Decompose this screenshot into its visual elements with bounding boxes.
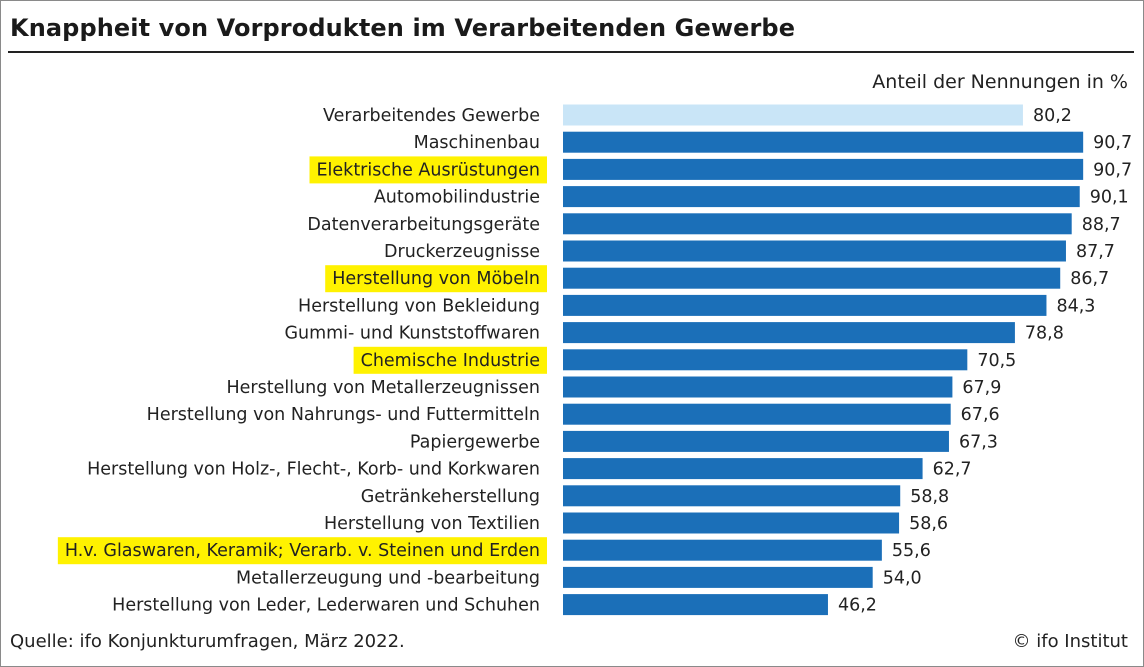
- value-label: 58,6: [909, 514, 948, 534]
- category-label: Chemische Industrie: [361, 351, 540, 371]
- highlight-layer: [57, 156, 547, 565]
- label-highlight: [57, 537, 547, 565]
- category-label: Datenverarbeitungsgeräte: [307, 215, 540, 235]
- label-highlight: [309, 156, 547, 184]
- value-label: 55,6: [892, 541, 931, 561]
- bar: [563, 158, 1084, 180]
- value-label: 46,2: [838, 596, 877, 616]
- value-label: 62,7: [933, 460, 972, 480]
- category-label: Herstellung von Möbeln: [332, 269, 540, 289]
- value-label: 86,7: [1070, 269, 1109, 289]
- value-label: 67,9: [962, 378, 1001, 398]
- category-label: Herstellung von Bekleidung: [298, 296, 540, 316]
- category-label: Herstellung von Metallerzeugnissen: [227, 378, 541, 398]
- value-label: 67,3: [959, 432, 998, 452]
- value-label: 87,7: [1076, 242, 1115, 262]
- bar: [563, 539, 882, 561]
- chart-title: Knappheit von Vorprodukten im Verarbeite…: [10, 14, 796, 42]
- category-label: Herstellung von Nahrungs- und Futtermitt…: [147, 405, 540, 425]
- bar: [563, 240, 1066, 262]
- category-label: Elektrische Ausrüstungen: [317, 160, 541, 180]
- bar: [563, 267, 1061, 289]
- value-label: 80,2: [1033, 106, 1072, 126]
- category-labels: Verarbeitendes Gewerbe Maschinenbau Elektr…: [65, 106, 540, 616]
- category-label: H.v. Glaswaren, Keramik; Verarb. v. Stei…: [65, 541, 540, 561]
- bars: [563, 104, 1084, 616]
- bar: [563, 485, 901, 507]
- bar: [563, 458, 923, 480]
- bar: [563, 566, 873, 588]
- value-label: 90,7: [1093, 133, 1132, 153]
- label-highlight: [325, 265, 547, 293]
- bar: [563, 131, 1084, 153]
- value-label: 78,8: [1025, 324, 1064, 344]
- bar: [563, 186, 1080, 208]
- total-bar: [563, 104, 1023, 126]
- title-divider: [8, 51, 1134, 53]
- bar: [563, 349, 968, 371]
- category-label: Maschinenbau: [414, 133, 540, 153]
- value-label: 58,8: [910, 487, 949, 507]
- copyright-credit: © ifo Institut: [1012, 631, 1128, 652]
- value-label: 84,3: [1056, 296, 1095, 316]
- value-labels: 80,2 90,7 90,7 90,1 88,7 87,7 86,7 84,3 78,8 70,5…: [838, 106, 1132, 616]
- bar: [563, 294, 1047, 316]
- bar: [563, 322, 1015, 344]
- category-label: Herstellung von Leder, Lederwaren und Sc…: [112, 596, 540, 616]
- value-label: 67,6: [961, 405, 1000, 425]
- category-label: Papiergewerbe: [410, 432, 540, 452]
- value-label: 90,7: [1093, 160, 1132, 180]
- category-label: Metallerzeugung und -bearbeitung: [236, 568, 540, 588]
- bar: [563, 213, 1072, 235]
- category-label: Gummi- und Kunststoffwaren: [284, 324, 540, 344]
- category-label: Herstellung von Textilien: [324, 514, 540, 534]
- category-label: Automobilindustrie: [374, 188, 540, 208]
- source-note: Quelle: ifo Konjunkturumfragen, März 202…: [10, 631, 405, 652]
- category-label: Druckerzeugnisse: [384, 242, 540, 262]
- category-label: Verarbeitendes Gewerbe: [323, 106, 540, 126]
- bar: [563, 403, 951, 425]
- category-label: Herstellung von Holz-, Flecht-, Korb- un…: [87, 460, 540, 480]
- bar: [563, 594, 828, 616]
- bar: [563, 430, 949, 452]
- label-highlight: [353, 346, 547, 374]
- bar: [563, 512, 900, 534]
- value-label: 54,0: [883, 568, 922, 588]
- category-label: Getränkeherstellung: [361, 487, 540, 507]
- bar: [563, 376, 953, 398]
- unit-label: Anteil der Nennungen in %: [872, 71, 1128, 93]
- value-label: 88,7: [1082, 215, 1121, 235]
- value-label: 90,1: [1090, 188, 1129, 208]
- value-label: 70,5: [977, 351, 1016, 371]
